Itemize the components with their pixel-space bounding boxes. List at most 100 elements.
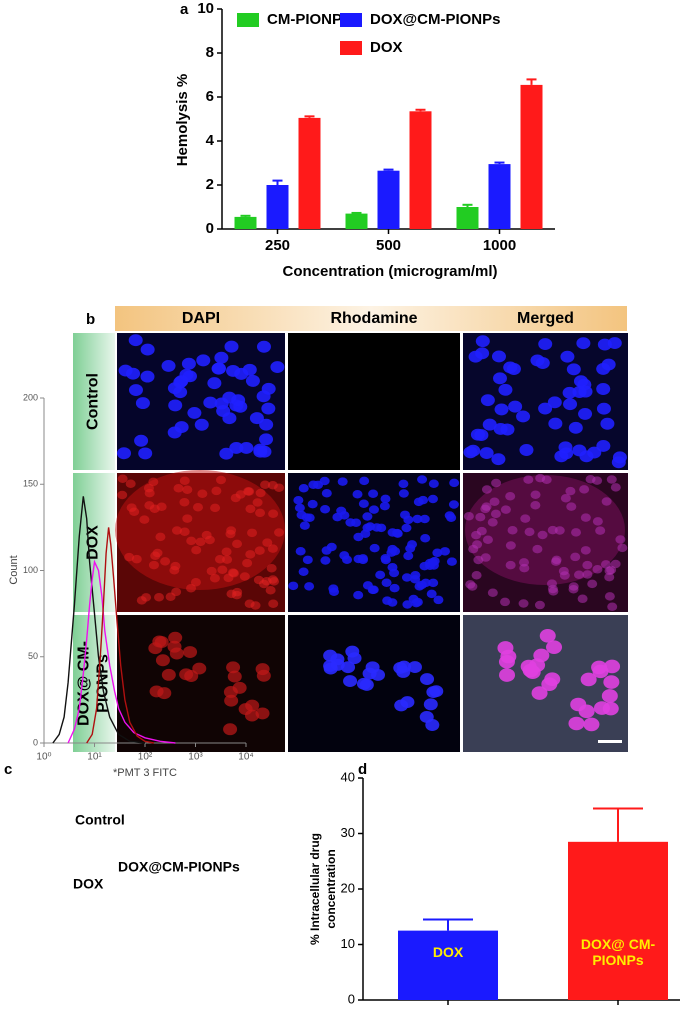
nucleus — [508, 400, 523, 413]
nucleus — [577, 378, 592, 391]
nucleus — [604, 572, 615, 582]
nucleus — [387, 563, 398, 572]
micrograph — [117, 615, 285, 752]
legend-label: CM-PIONPs — [267, 11, 350, 28]
nucleus — [393, 661, 408, 674]
nucleus — [570, 697, 587, 712]
nucleus — [247, 528, 258, 538]
column-header-strip — [115, 306, 627, 331]
nucleus — [227, 568, 238, 577]
nucleus — [214, 351, 229, 364]
nucleus — [544, 672, 561, 687]
nucleus — [239, 441, 254, 454]
x-tick-label: 250 — [265, 237, 290, 254]
nucleus — [491, 478, 502, 488]
nucleus — [516, 410, 531, 423]
nucleus — [551, 555, 562, 565]
row-header-box: Control — [85, 373, 102, 430]
nucleus — [423, 698, 438, 711]
nucleus — [206, 566, 217, 576]
nucleus — [524, 527, 535, 537]
nucleus — [359, 476, 370, 486]
nucleus — [554, 526, 565, 535]
nucleus — [538, 338, 553, 350]
nucleus — [592, 517, 603, 526]
nucleus — [463, 512, 474, 521]
y-tick-label: 50 — [28, 651, 38, 661]
nucleus — [494, 403, 509, 416]
y-tick-label: 0 — [33, 737, 38, 747]
row-header-strip — [73, 615, 115, 752]
nucleus — [179, 476, 190, 486]
nucleus — [118, 364, 133, 377]
nucleus — [255, 508, 266, 518]
nucleus — [531, 686, 548, 700]
nucleus — [352, 489, 363, 499]
nucleus — [230, 493, 241, 503]
nucleus — [580, 513, 591, 522]
nucleus — [152, 635, 167, 648]
nucleus — [203, 396, 218, 409]
nucleus — [253, 575, 264, 585]
nucleus — [427, 494, 438, 504]
bar — [568, 841, 668, 1000]
nucleus — [558, 441, 573, 454]
nucleus — [223, 686, 238, 698]
nucleus — [117, 474, 128, 484]
y-tick-label: 20 — [341, 880, 355, 895]
y-tick-label: 30 — [341, 825, 355, 840]
bar — [409, 111, 432, 229]
nucleus — [191, 545, 202, 555]
nucleus — [583, 717, 600, 732]
nucleus — [128, 334, 143, 347]
nucleus — [156, 502, 167, 512]
nucleus — [530, 354, 545, 367]
nucleus — [420, 673, 435, 686]
nucleus — [499, 668, 516, 682]
panel-label: a — [180, 1, 189, 18]
nucleus — [530, 501, 541, 510]
nucleus — [468, 544, 479, 554]
nucleus — [497, 641, 514, 655]
nucleus — [390, 546, 401, 556]
nucleus — [183, 646, 198, 658]
nucleus — [506, 363, 521, 375]
x-tick-label: 10⁰ — [36, 752, 51, 763]
nucleus — [265, 585, 276, 595]
nucleus — [474, 429, 489, 442]
nucleus — [179, 497, 190, 507]
bar-label: DOX@ CM-PIONPs — [580, 935, 656, 968]
nucleus — [249, 412, 264, 425]
nucleus — [615, 535, 626, 544]
legend-swatch — [340, 13, 362, 27]
nucleus — [610, 559, 621, 569]
nucleus — [231, 394, 246, 407]
nucleus — [500, 597, 511, 607]
nucleus — [293, 496, 304, 505]
nucleus — [369, 543, 380, 553]
nucleus — [466, 444, 481, 457]
y-tick-label: 0 — [348, 991, 355, 1006]
nucleus — [402, 600, 413, 609]
x-tick-label: 500 — [376, 237, 401, 254]
nucleus — [268, 599, 279, 609]
nucleus — [394, 699, 409, 712]
nucleus — [323, 649, 338, 662]
panel-label: d — [358, 761, 367, 778]
nucleus — [197, 489, 208, 499]
nucleus — [475, 335, 490, 348]
nucleus — [313, 480, 324, 490]
nucleus — [227, 670, 242, 683]
nucleus — [579, 485, 590, 494]
nucleus — [493, 422, 508, 435]
nucleus — [547, 584, 558, 594]
bar — [298, 117, 321, 229]
nucleus — [475, 512, 486, 522]
nucleus — [498, 654, 515, 669]
nucleus — [182, 514, 193, 523]
nucleus — [161, 359, 176, 372]
nucleus — [347, 652, 362, 665]
nucleus — [530, 490, 541, 500]
nucleus — [254, 546, 265, 555]
